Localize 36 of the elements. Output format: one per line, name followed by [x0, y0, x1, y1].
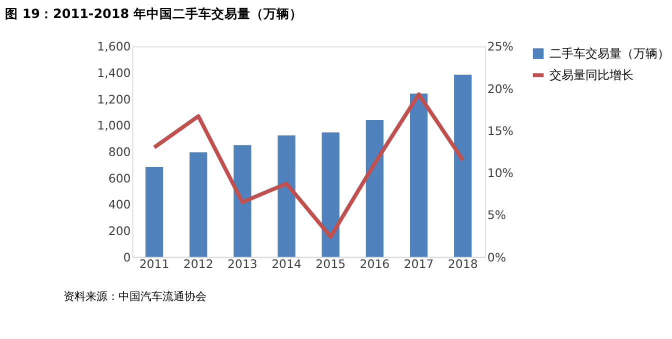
- y-tick-label: 800: [108, 144, 131, 159]
- chart-title: 图 19：2011-2018 年中国二手车交易量（万辆）: [4, 6, 303, 22]
- x-tick-label: 2016: [360, 257, 390, 272]
- text: 资料来源：中国汽车流通协会: [64, 290, 207, 303]
- bar: [322, 132, 340, 257]
- y-tick-label: 0: [123, 250, 131, 264]
- x-tick-label: 2012: [183, 257, 214, 272]
- x-tick-label: 2017: [404, 257, 434, 272]
- y-tick-label: 400: [108, 198, 131, 212]
- x-tick-label: 2011: [139, 257, 170, 272]
- bar: [190, 152, 208, 257]
- line-series: [152, 92, 465, 239]
- bar: [366, 120, 384, 257]
- legend-label: 二手车交易量（万辆）: [550, 46, 670, 61]
- x-tick-label: 2015: [316, 257, 346, 272]
- y-tick-label: 1,600: [97, 40, 131, 54]
- bar: [410, 94, 428, 257]
- y2-tick-label: 15%: [487, 124, 514, 138]
- bar: [145, 166, 164, 257]
- x-tick-label: 2018: [448, 257, 478, 272]
- bar: [234, 145, 252, 257]
- y-tick-label: 1,000: [97, 118, 131, 133]
- y2-tick-label: 20%: [487, 82, 514, 96]
- x-tick-label: 2013: [227, 257, 258, 272]
- y-tick-label: 1,200: [97, 92, 131, 106]
- y2-tick-label: 0%: [487, 250, 506, 264]
- bar: [278, 135, 296, 257]
- x-tick-label: 2014: [272, 257, 302, 272]
- y-tick-label: 600: [108, 171, 131, 186]
- y-tick-label: 1,400: [97, 66, 131, 80]
- bar: [454, 74, 472, 257]
- legend-label: 交易量同比增长: [550, 68, 634, 82]
- y2-tick-label: 5%: [487, 208, 506, 222]
- y2-tick-label: 10%: [487, 166, 514, 180]
- y-tick-label: 200: [108, 224, 131, 238]
- y2-tick-label: 25%: [487, 40, 514, 54]
